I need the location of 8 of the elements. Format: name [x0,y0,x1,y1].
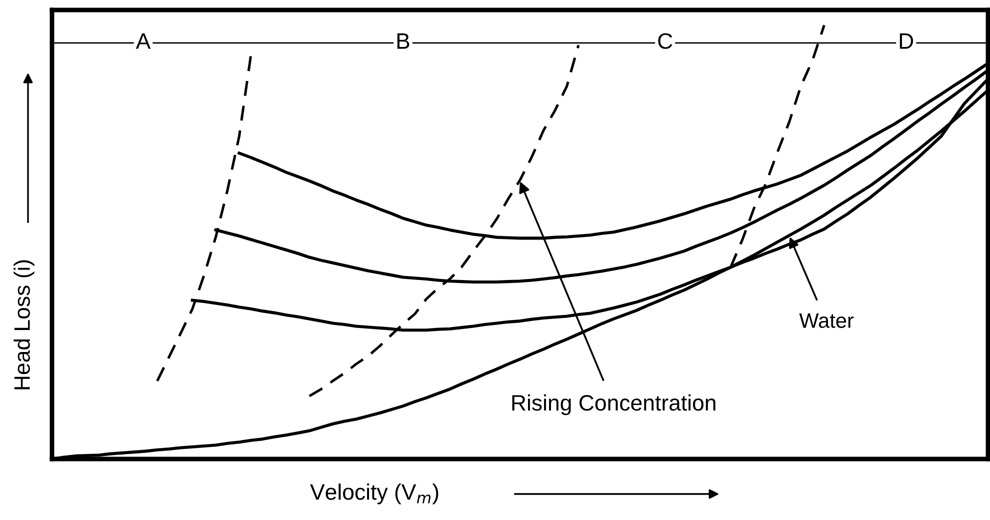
x-axis-title: Velocity (V$_{m}$) [310,484,438,504]
annotation: B [397,33,410,49]
y-axis-title: Head Loss (i) [14,260,34,390]
annotation: C [658,33,672,49]
annotation: D [900,33,914,49]
annotation: Rising Concentration [512,394,716,416]
text: Water [799,313,854,328]
annotation: A [136,33,151,49]
